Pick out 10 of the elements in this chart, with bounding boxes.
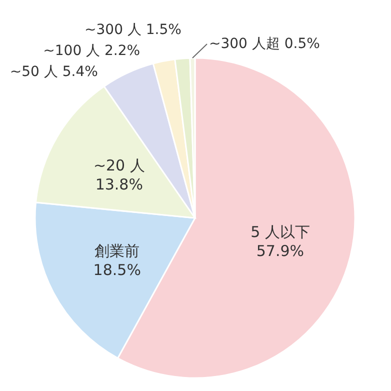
slice-label: ~100 人 2.2% (43, 43, 140, 59)
slice-label: ~300 人超 0.5% (209, 36, 320, 52)
data-label: 18.5% (93, 261, 141, 280)
slice-label: 5 人以下 (250, 222, 310, 241)
slice-label: ~50 人 5.4% (10, 64, 98, 80)
slice-label: 創業前 (94, 242, 140, 260)
data-label: 13.8% (95, 175, 143, 194)
data-label: 57.9% (256, 242, 304, 260)
slice-label: ~300 人 1.5% (84, 22, 182, 38)
slice-label: ~20 人 (93, 156, 145, 174)
